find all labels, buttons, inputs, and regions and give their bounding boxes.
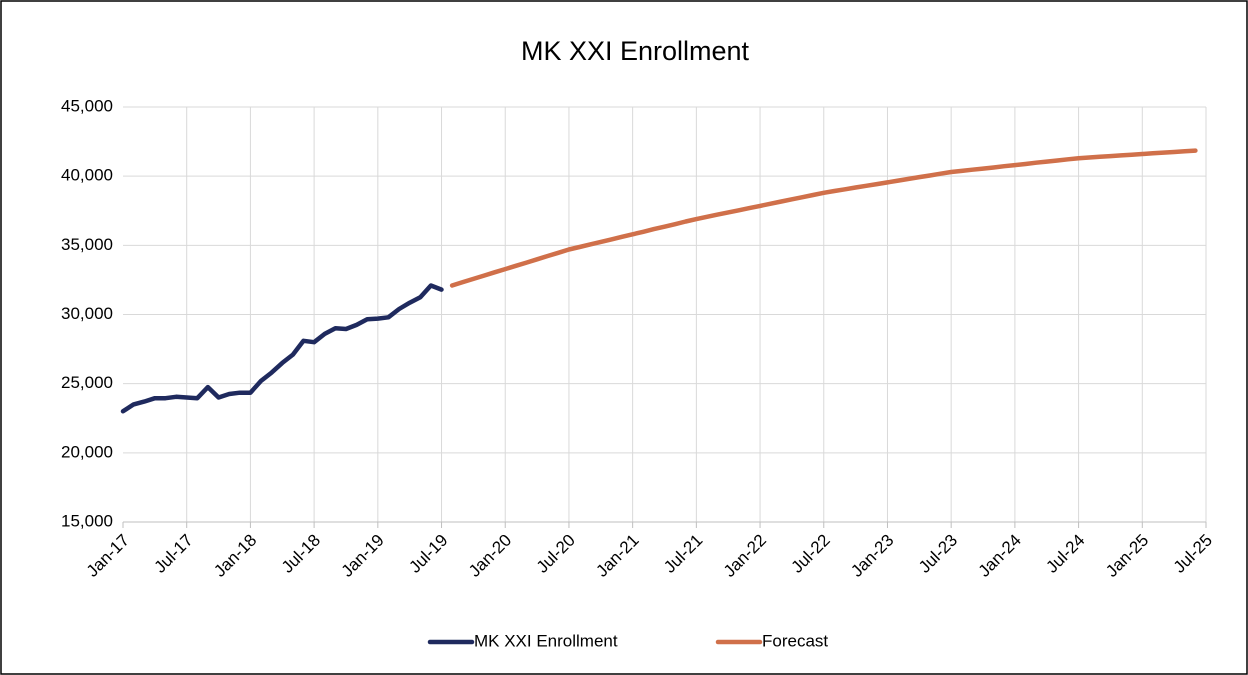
legend-label: Forecast xyxy=(762,631,828,650)
y-tick-label: 40,000 xyxy=(61,166,113,185)
series-line xyxy=(449,148,1198,288)
legend-label: MK XXI Enrollment xyxy=(474,631,618,650)
y-tick-label: 35,000 xyxy=(61,235,113,254)
series-line xyxy=(120,283,444,414)
y-tick-label: 15,000 xyxy=(61,511,113,530)
y-tick-label: 20,000 xyxy=(61,442,113,461)
y-tick-label: 45,000 xyxy=(61,96,113,115)
y-tick-label: 25,000 xyxy=(61,373,113,392)
y-tick-label: 30,000 xyxy=(61,304,113,323)
chart-title: MK XXI Enrollment xyxy=(521,36,750,66)
